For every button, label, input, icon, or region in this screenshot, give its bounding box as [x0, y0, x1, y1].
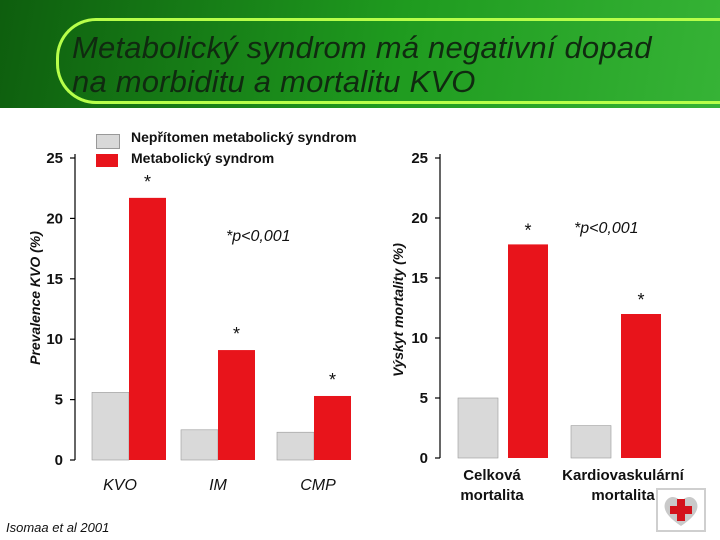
right-significance-note: *p<0,001: [574, 220, 639, 237]
legend-label-no-syndrome: Nepřítomen metabolický syndrom: [131, 129, 357, 145]
bar-syndrome: [129, 197, 166, 460]
x-category-label: Kardiovaskulární: [562, 467, 685, 484]
slide-title-line1: Metabolický syndrom má negativní dopad: [72, 30, 652, 65]
cross-heart-logo-icon: [656, 488, 706, 532]
x-category-label: mortalita: [460, 487, 524, 504]
left-y-axis-title: Prevalence KVO (%): [27, 231, 43, 365]
bar-syndrome: [314, 395, 351, 460]
y-tick-label: 10: [46, 331, 63, 348]
y-tick-label: 5: [55, 392, 63, 409]
chart-panel: [0, 108, 720, 540]
source-citation: Isomaa et al 2001: [6, 520, 110, 535]
x-category-label: KVO: [103, 477, 137, 494]
bar-no-syndrome: [91, 392, 130, 461]
significance-star: *: [144, 172, 151, 192]
left-significance-note: *p<0,001: [226, 228, 291, 245]
y-tick-label: 25: [46, 150, 63, 167]
x-category-label: Celková: [463, 467, 521, 484]
legend-swatch-no-syndrome: [96, 134, 120, 149]
y-tick-label: 15: [46, 271, 63, 288]
right-y-axis-title: Výskyt mortality (%): [390, 243, 406, 377]
y-tick-label: 15: [411, 270, 428, 287]
y-tick-label: 0: [55, 452, 63, 469]
slide-title-line2: na morbiditu a mortalitu KVO: [72, 64, 476, 99]
y-tick-label: 20: [411, 210, 428, 227]
significance-star: *: [524, 220, 531, 240]
bar-no-syndrome: [180, 429, 219, 461]
significance-star: *: [637, 290, 644, 310]
bar-no-syndrome: [570, 425, 612, 459]
significance-star: *: [329, 370, 336, 390]
legend-label-syndrome: Metabolický syndrom: [131, 150, 275, 166]
bar-no-syndrome: [276, 431, 315, 461]
legend-swatch-syndrome: [96, 154, 118, 167]
bar-no-syndrome: [457, 397, 499, 459]
x-category-label: CMP: [300, 477, 336, 494]
title-banner: Metabolický syndrom má negativní dopad n…: [0, 0, 720, 108]
bar-syndrome: [508, 244, 548, 458]
x-category-label: mortalita: [591, 487, 655, 504]
y-tick-label: 0: [420, 450, 428, 467]
significance-star: *: [233, 324, 240, 344]
title-frame: [56, 18, 720, 104]
y-tick-label: 20: [46, 210, 63, 227]
bar-syndrome: [621, 314, 661, 458]
x-category-label: IM: [209, 477, 227, 494]
y-tick-label: 5: [420, 390, 428, 407]
bar-syndrome: [218, 350, 255, 460]
y-tick-label: 25: [411, 150, 428, 167]
y-tick-label: 10: [411, 330, 428, 347]
